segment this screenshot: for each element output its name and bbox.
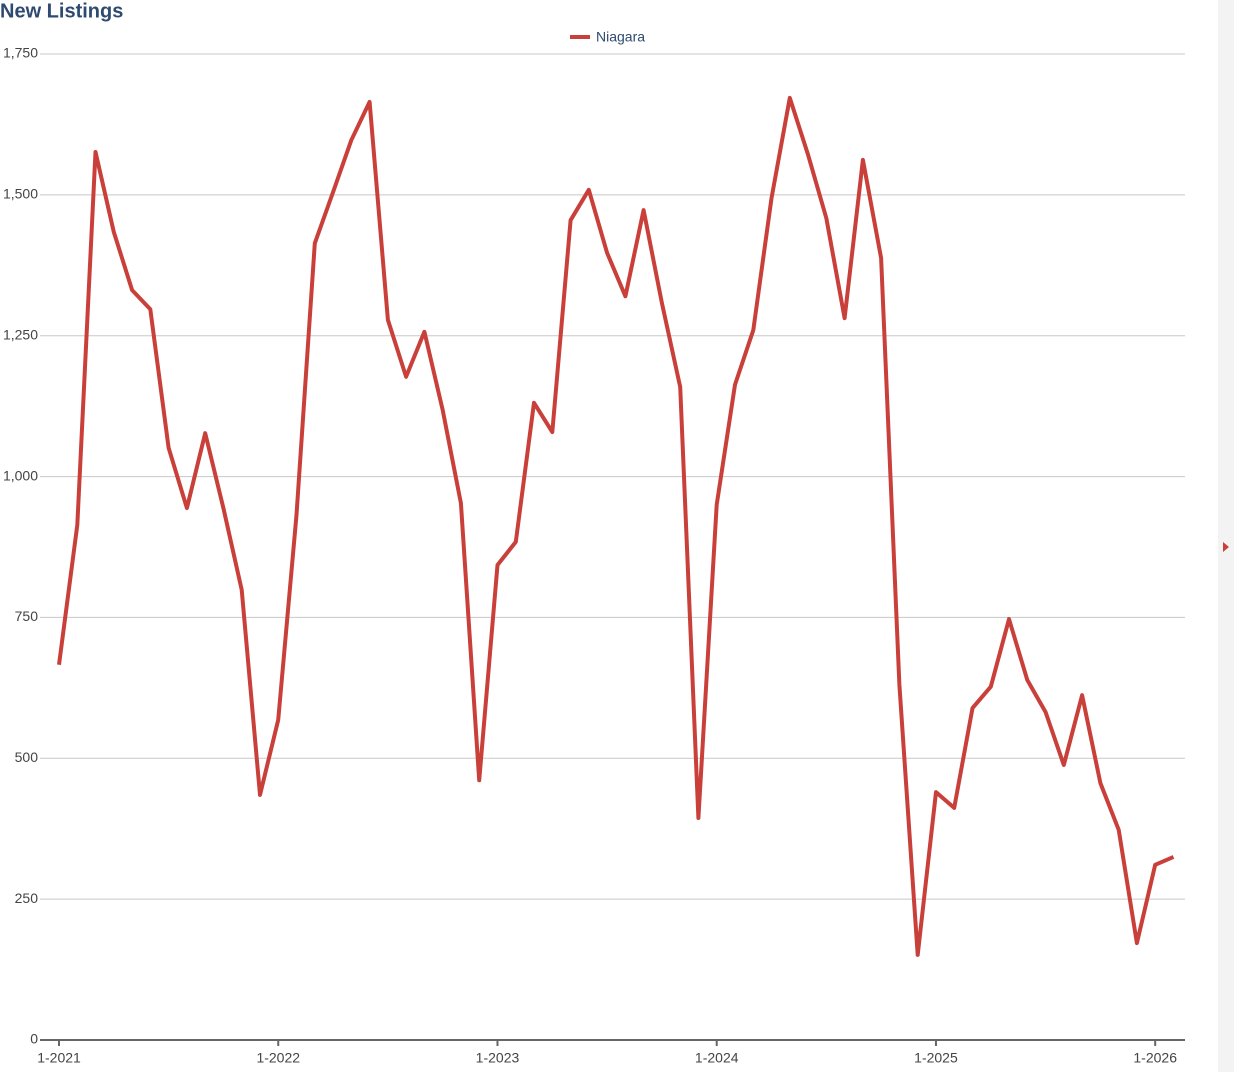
x-tick-label: 1-2023 (476, 1050, 520, 1066)
y-tick-label: 750 (15, 608, 39, 624)
side-panel (1218, 0, 1234, 1072)
x-tick-label: 1-2026 (1133, 1050, 1177, 1066)
x-tick-label: 1-2021 (37, 1050, 81, 1066)
series-line (57, 95, 1175, 957)
y-tick-label: 1,000 (3, 467, 38, 483)
legend-label: Niagara (596, 29, 645, 45)
y-tick-label: 0 (30, 1031, 38, 1047)
y-tick-label: 1,750 (3, 45, 38, 61)
x-tick-label: 1-2022 (256, 1050, 300, 1066)
x-tick-label: 1-2025 (914, 1050, 958, 1066)
expand-arrow[interactable] (1223, 542, 1229, 552)
y-tick-label: 1,250 (3, 326, 38, 342)
chart-title: New Listings (0, 0, 123, 22)
y-tick-label: 250 (15, 890, 39, 906)
y-tick-label: 1,500 (3, 186, 38, 202)
x-tick-label: 1-2024 (695, 1050, 739, 1066)
y-tick-label: 500 (15, 749, 39, 765)
